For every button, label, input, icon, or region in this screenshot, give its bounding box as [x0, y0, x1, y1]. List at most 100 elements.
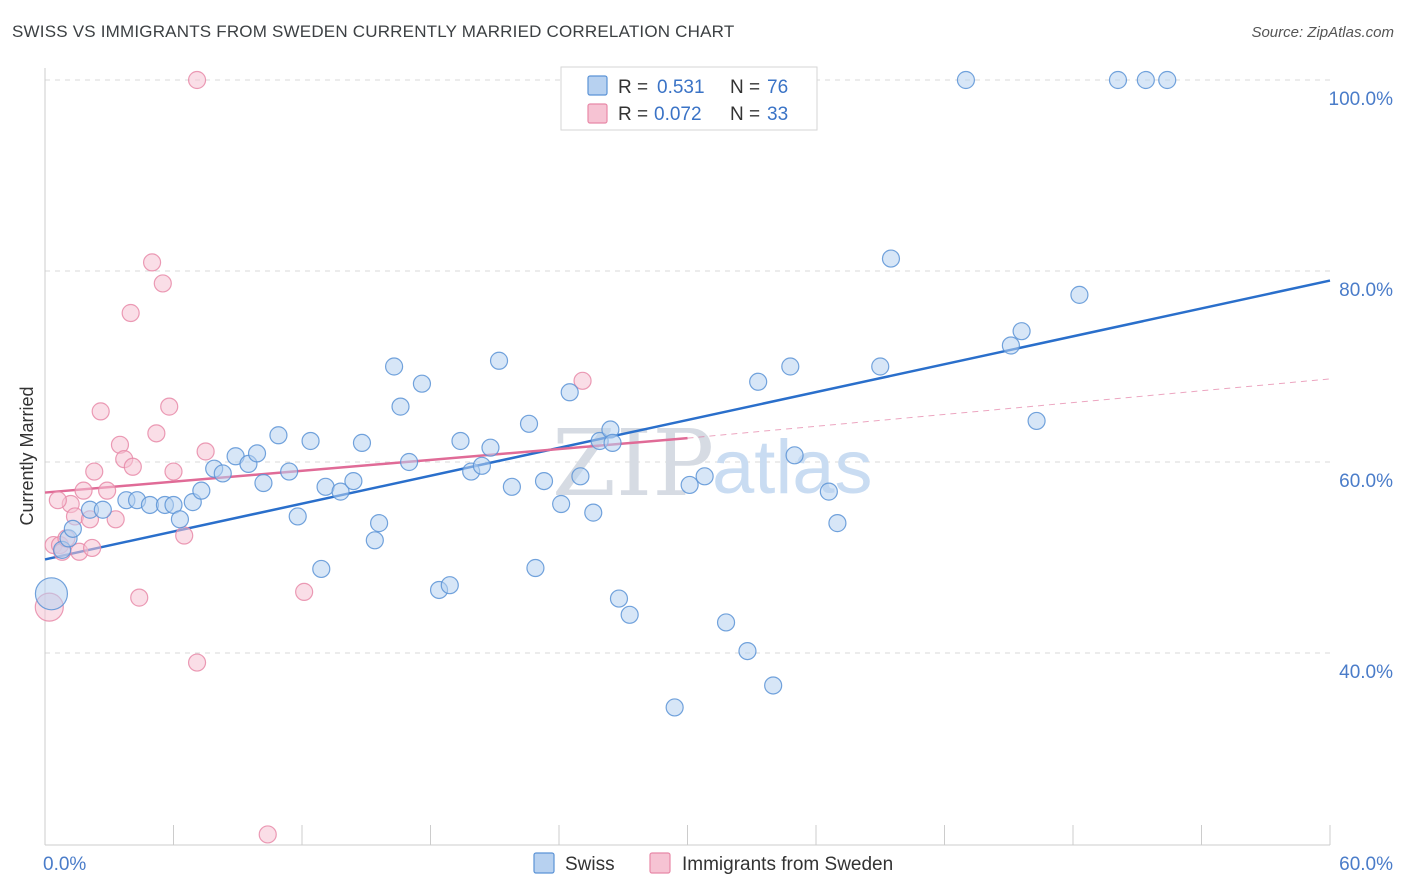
swiss-point-52 — [609, 589, 629, 608]
swiss-point-15 — [213, 464, 232, 483]
trend-line-sweden — [44, 436, 688, 494]
series-sweden-points — [34, 70, 592, 844]
legend: R = 0.531 N = 76 R = 0.072 N = 33 — [560, 66, 818, 131]
swiss-point-27 — [344, 472, 363, 491]
legend-sweden-r-value: 0.072 — [654, 104, 702, 125]
swiss-point-31 — [384, 357, 404, 376]
swiss-point-11 — [170, 510, 190, 529]
swiss-point-42 — [502, 477, 521, 496]
y-axis-title: Currently Married — [17, 386, 37, 525]
chart-title: SWISS VS IMMIGRANTS FROM SWEDEN CURRENTL… — [12, 22, 735, 41]
swiss-point-13 — [192, 481, 211, 500]
sweden-point-10 — [85, 462, 104, 481]
swiss-point-39 — [472, 456, 491, 475]
swiss-point-30 — [370, 514, 389, 533]
swiss-point-57 — [716, 613, 736, 632]
swiss-point-5 — [93, 500, 112, 519]
swiss-point-21 — [280, 462, 299, 481]
swiss-point-65 — [871, 357, 890, 376]
sweden-point-12 — [98, 481, 117, 500]
swiss-point-53 — [620, 605, 639, 624]
swiss-point-63 — [819, 482, 838, 501]
sweden-point-11 — [91, 402, 110, 421]
grid-lines — [45, 79, 1330, 654]
swiss-point-61 — [781, 357, 800, 376]
swiss-point-40 — [481, 438, 500, 457]
sweden-point-26 — [187, 653, 207, 672]
legend-swatch-swiss — [587, 75, 608, 96]
swiss-point-58 — [738, 641, 757, 661]
swiss-point-66 — [881, 249, 901, 268]
swiss-point-67 — [956, 70, 976, 90]
swiss-point-23 — [301, 431, 320, 451]
sweden-point-31 — [48, 491, 67, 510]
swiss-point-3 — [63, 519, 82, 538]
sweden-point-18 — [130, 588, 149, 607]
swiss-point-0 — [34, 577, 69, 611]
swiss-point-48 — [571, 467, 590, 486]
swiss-point-46 — [552, 494, 571, 514]
sweden-point-13 — [106, 510, 125, 529]
swiss-point-49 — [584, 503, 603, 522]
swiss-point-73 — [1136, 70, 1155, 90]
y-tick-label-0: 40.0% — [1339, 662, 1393, 683]
swiss-point-44 — [526, 558, 545, 578]
sweden-point-8 — [74, 481, 93, 500]
sweden-point-23 — [164, 462, 183, 481]
swiss-point-34 — [412, 374, 432, 393]
swiss-point-33 — [399, 452, 419, 472]
watermark-zip: ZIP — [552, 410, 714, 517]
swiss-point-37 — [451, 431, 470, 451]
swiss-point-22 — [288, 507, 307, 526]
swiss-point-60 — [764, 676, 783, 695]
trend-lines — [44, 279, 1331, 561]
swiss-point-29 — [365, 531, 384, 550]
legend-sweden-n-label: N = — [730, 104, 760, 125]
legend-swiss-r-label: R = — [618, 77, 648, 98]
legend-swiss-n-value: 76 — [767, 77, 788, 98]
sweden-point-28 — [258, 825, 277, 844]
swiss-point-70 — [1027, 411, 1046, 431]
swiss-point-19 — [254, 473, 273, 493]
swiss-point-41 — [489, 351, 509, 370]
x-tick-label-1: 60.0% — [1339, 854, 1393, 875]
sweden-point-24 — [175, 526, 194, 545]
sweden-point-32 — [83, 538, 102, 558]
legend-sweden-r-label: R = — [618, 104, 648, 125]
swiss-point-55 — [680, 475, 699, 495]
swiss-point-56 — [695, 467, 714, 486]
x-tick-label-0: 0.0% — [43, 854, 86, 875]
swiss-point-64 — [828, 514, 847, 533]
watermark-atlas: atlas — [712, 425, 873, 510]
swiss-point-26 — [331, 482, 350, 501]
trend-line-sweden-extension — [687, 378, 1331, 439]
legend-swatch-sweden — [587, 103, 608, 124]
swiss-point-20 — [269, 426, 288, 445]
swiss-point-74 — [1158, 70, 1177, 90]
swiss-point-45 — [534, 472, 554, 491]
swiss-point-43 — [519, 414, 539, 433]
sweden-point-17 — [123, 457, 142, 476]
sweden-point-30 — [573, 371, 592, 390]
sweden-point-16 — [121, 303, 140, 323]
swiss-point-25 — [316, 477, 335, 496]
swiss-point-18 — [247, 444, 267, 463]
bottom-legend-swiss: Swiss — [565, 854, 615, 875]
bottom-legend-swatch-swiss — [533, 852, 555, 874]
sweden-point-22 — [160, 397, 179, 416]
legend-sweden-n-value: 33 — [767, 104, 788, 125]
sweden-point-20 — [147, 424, 166, 443]
swiss-point-68 — [1001, 336, 1020, 355]
swiss-point-71 — [1070, 285, 1089, 304]
swiss-point-75 — [603, 433, 622, 452]
series-swiss-points — [34, 70, 1177, 717]
bottom-legend-sweden: Immigrants from Sweden — [682, 854, 893, 875]
watermark: ZIP atlas — [552, 410, 873, 517]
sweden-point-25 — [187, 70, 207, 90]
swiss-point-69 — [1012, 322, 1031, 341]
sweden-point-29 — [295, 582, 314, 601]
sweden-point-19 — [142, 253, 162, 272]
swiss-point-59 — [749, 372, 768, 391]
trend-line-swiss — [44, 279, 1331, 561]
